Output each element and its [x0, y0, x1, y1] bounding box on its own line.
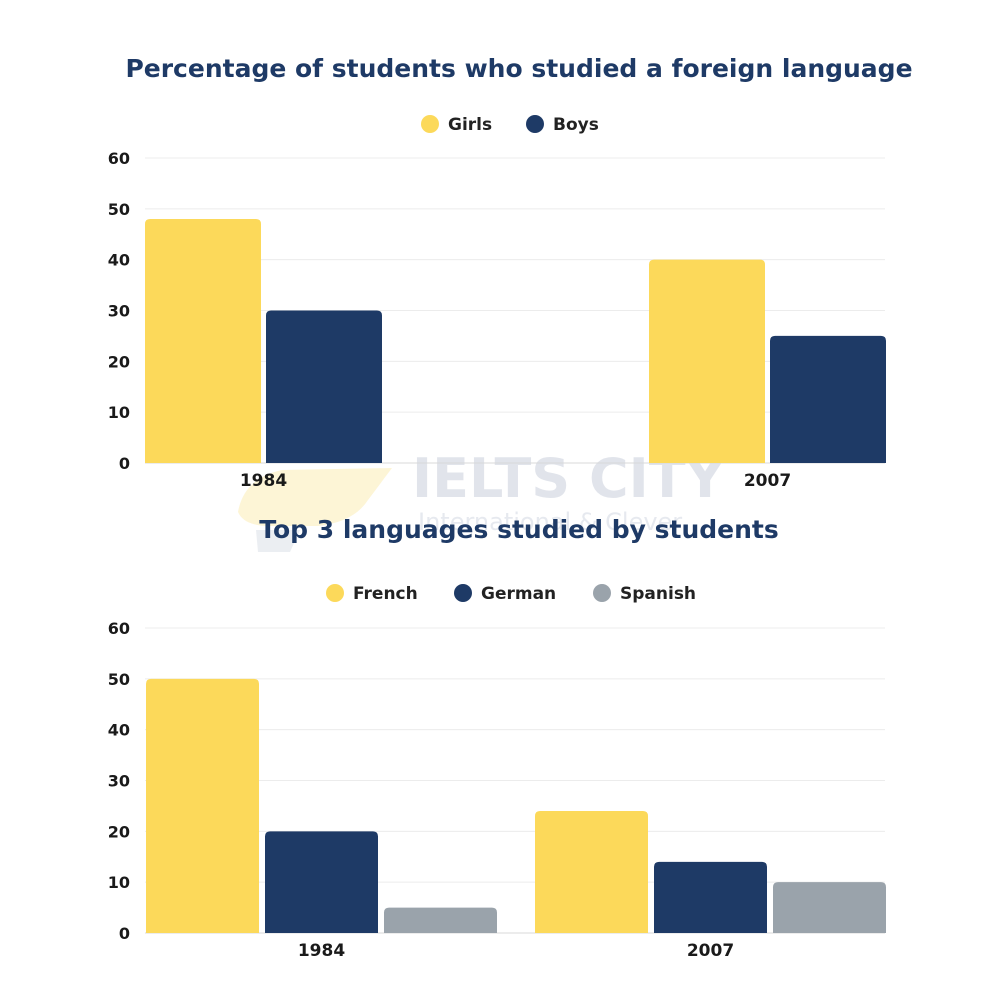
bar-french-2007	[535, 811, 648, 933]
chart-top-languages: Top 3 languages studied by students Fren…	[108, 515, 886, 961]
chart-1-y-tick-label: 0	[119, 454, 130, 473]
chart-1-x-category-label: 1984	[240, 471, 287, 491]
watermark-tagline: International & Clever	[418, 508, 682, 536]
chart-2-y-axis: 0 10 20 30 40 50 60	[108, 619, 130, 943]
chart-1-bars	[145, 219, 886, 463]
chart-1-y-tick-label: 30	[108, 302, 130, 321]
legend-label-german: German	[481, 584, 556, 604]
legend-label-french: French	[353, 584, 418, 604]
chart-2-x-category-label: 2007	[687, 941, 734, 961]
chart-2-y-tick-label: 20	[108, 822, 130, 841]
legend-swatch-boys	[526, 115, 544, 133]
chart-1-legend: Girls Boys	[421, 115, 599, 135]
legend-swatch-french	[326, 584, 344, 602]
legend-label-spanish: Spanish	[620, 584, 696, 604]
bar-girls-1984	[145, 219, 261, 463]
chart-2-y-tick-label: 30	[108, 772, 130, 791]
chart-2-y-tick-label: 50	[108, 670, 130, 689]
chart-2-y-tick-label: 0	[119, 924, 130, 943]
legend-swatch-girls	[421, 115, 439, 133]
chart-1-y-tick-label: 50	[108, 200, 130, 219]
chart-2-legend: French German Spanish	[326, 584, 696, 604]
legend-label-girls: Girls	[448, 115, 492, 135]
legend-label-boys: Boys	[553, 115, 599, 135]
chart-2-y-tick-label: 60	[108, 619, 130, 638]
chart-2-y-tick-label: 10	[108, 873, 130, 892]
chart-1-y-tick-label: 10	[108, 403, 130, 422]
bar-french-1984	[146, 678, 259, 933]
legend-swatch-spanish	[593, 584, 611, 602]
bar-german-1984	[265, 831, 378, 933]
bar-spanish-1984	[384, 907, 497, 933]
chart-1-y-tick-label: 40	[108, 251, 130, 270]
legend-swatch-german	[454, 584, 472, 602]
chart-2-x-category-label: 1984	[298, 941, 345, 961]
chart-1-y-tick-label: 60	[108, 149, 130, 168]
bar-german-2007	[654, 861, 767, 933]
chart-2-y-tick-label: 40	[108, 721, 130, 740]
bar-girls-2007	[649, 259, 765, 463]
chart-1-y-tick-label: 20	[108, 352, 130, 371]
bar-spanish-2007	[773, 882, 886, 933]
chart-1-title: Percentage of students who studied a for…	[125, 54, 912, 83]
chart-foreign-language-by-gender: Percentage of students who studied a for…	[108, 54, 913, 491]
bar-boys-2007	[770, 335, 886, 463]
chart-1-x-category-label: 2007	[744, 471, 791, 491]
bar-boys-1984	[266, 310, 382, 463]
watermark-logo-icon	[238, 468, 392, 552]
chart-2-title: Top 3 languages studied by students	[259, 515, 779, 544]
chart-1-y-axis: 0 10 20 30 40 50 60	[108, 149, 130, 473]
chart-1-x-axis: 1984 2007	[240, 471, 791, 491]
chart-2-bars	[146, 678, 886, 933]
chart-2-x-axis: 1984 2007	[298, 941, 734, 961]
